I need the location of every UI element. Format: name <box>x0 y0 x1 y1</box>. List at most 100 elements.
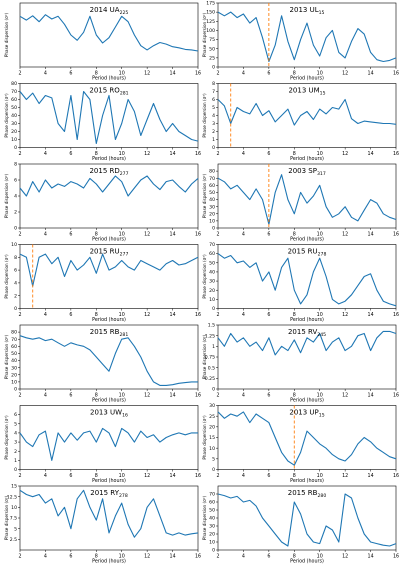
x-tick-label: 6 <box>267 554 270 560</box>
x-tick-label: 16 <box>195 554 201 560</box>
x-tick-label: 8 <box>95 312 98 318</box>
subplot-title: 2013 UL15 <box>290 6 325 16</box>
series-line <box>19 175 199 197</box>
axes-frame <box>19 324 199 390</box>
y-tick-label: 30 <box>209 204 215 210</box>
x-tick-label: 8 <box>95 473 98 479</box>
y-tick-label: 100 <box>206 28 215 34</box>
y-tick-label: 80 <box>209 169 215 175</box>
subplot-title-subscript: 225 <box>120 10 129 16</box>
x-tick-label: 10 <box>317 393 323 399</box>
x-tick-label: 16 <box>393 393 399 399</box>
y-tick-label: 8 <box>212 81 215 87</box>
y-tick-label: 50 <box>209 46 215 52</box>
series-line <box>217 11 397 63</box>
y-tick-label: 80 <box>11 81 17 87</box>
subplot-1: 2 4 6 8 10 12 14 16 Period (hours) Phase dispersi… <box>4 2 201 82</box>
y-tick-label: 5 <box>212 105 215 111</box>
x-tick-label: 16 <box>393 554 399 560</box>
x-tick-label: 2 <box>216 473 219 479</box>
series-line <box>217 493 397 547</box>
x-tick-label: 4 <box>44 151 47 157</box>
axes-frame <box>19 405 199 470</box>
y-axis-label: Phase dispersion (σ²) <box>202 415 207 460</box>
y-tick-label: 50 <box>209 190 215 196</box>
y-tick-label: 25 <box>209 414 215 420</box>
x-tick-label: 4 <box>44 473 47 479</box>
subplot-title: 2015 RB281 <box>90 328 129 338</box>
x-tick-label: 2 <box>216 232 219 238</box>
x-tick-label: 14 <box>170 393 176 399</box>
x-tick-label: 10 <box>317 151 323 157</box>
x-tick-label: 8 <box>95 554 98 560</box>
x-axis-label: Period (hours) <box>92 156 126 162</box>
x-tick-label: 2 <box>216 393 219 399</box>
x-axis-label: Period (hours) <box>290 559 324 565</box>
y-axis-label: Phase dispersion (σ²) <box>202 12 207 57</box>
x-tick-label: 4 <box>242 232 245 238</box>
y-tick-label: 20 <box>209 211 215 217</box>
x-tick-label: 8 <box>293 151 296 157</box>
subplot-title: 2013 UM15 <box>288 87 325 97</box>
y-tick-label: 12.5 <box>7 494 17 500</box>
x-tick-label: 16 <box>195 151 201 157</box>
x-tick-label: 12 <box>342 312 348 318</box>
x-tick-label: 8 <box>95 232 98 238</box>
x-tick-label: 4 <box>44 232 47 238</box>
y-axis-label: Phase dispersion (σ²) <box>4 12 9 57</box>
x-tick-label: 8 <box>95 393 98 399</box>
y-tick-label: 2 <box>14 449 17 455</box>
x-axis-label: Period (hours) <box>290 317 324 323</box>
y-axis-label: Phase dispersion (σ²) <box>4 173 9 218</box>
x-tick-label: 8 <box>95 71 98 77</box>
subplot-title-subscript: 15 <box>320 90 326 96</box>
axes-frame <box>217 163 397 229</box>
y-tick-label: 50 <box>11 105 17 111</box>
y-tick-label: 10 <box>11 505 17 511</box>
x-tick-label: 2 <box>216 151 219 157</box>
x-tick-label: 16 <box>195 473 201 479</box>
x-tick-label: 6 <box>69 393 72 399</box>
subplot-title: 2015 RY278 <box>90 489 128 499</box>
subplot-title-subscript: 277 <box>120 171 129 177</box>
subplot-title-subscript: 15 <box>319 10 325 16</box>
y-tick-label: 3 <box>14 440 17 446</box>
x-tick-label: 14 <box>368 151 374 157</box>
x-tick-label: 6 <box>267 151 270 157</box>
y-tick-label: 60 <box>11 344 17 350</box>
y-tick-label: 30 <box>209 403 215 409</box>
y-tick-label: 70 <box>11 89 17 95</box>
y-tick-label: 8 <box>14 255 17 261</box>
x-tick-label: 4 <box>44 554 47 560</box>
y-tick-label: 1.25 <box>205 333 215 339</box>
x-tick-label: 8 <box>293 473 296 479</box>
subplot-title: 2015 RO281 <box>89 87 128 97</box>
y-tick-label: 7.5 <box>10 516 17 522</box>
y-tick-label: 0.75 <box>205 355 215 361</box>
y-tick-label: 0.5 <box>208 365 215 371</box>
y-tick-label: 30 <box>209 524 215 530</box>
x-tick-label: 14 <box>368 554 374 560</box>
x-tick-label: 2 <box>18 312 21 318</box>
x-axis-label: Period (hours) <box>290 398 324 404</box>
y-tick-label: 4 <box>14 281 17 287</box>
y-tick-label: 10 <box>11 379 17 385</box>
subplot-title: 2003 SP317 <box>288 167 326 177</box>
y-tick-label: 0 <box>212 145 215 151</box>
x-axis-label: Period (hours) <box>92 398 126 404</box>
y-axis-label: Phase dispersion (σ²) <box>4 415 9 460</box>
x-tick-label: 4 <box>242 312 245 318</box>
x-tick-label: 12 <box>144 151 150 157</box>
x-tick-label: 2 <box>216 554 219 560</box>
subplot-title-subscript: 281 <box>119 332 128 338</box>
series-line <box>217 411 397 466</box>
subplot-title-subscript: 281 <box>120 90 129 96</box>
x-axis-label: Period (hours) <box>290 156 324 162</box>
y-tick-label: 40 <box>11 113 17 119</box>
y-tick-label: 6 <box>14 268 17 274</box>
subplot-title-subscript: 16 <box>122 412 128 418</box>
y-tick-label: 0 <box>212 306 215 312</box>
series-line <box>19 489 199 538</box>
